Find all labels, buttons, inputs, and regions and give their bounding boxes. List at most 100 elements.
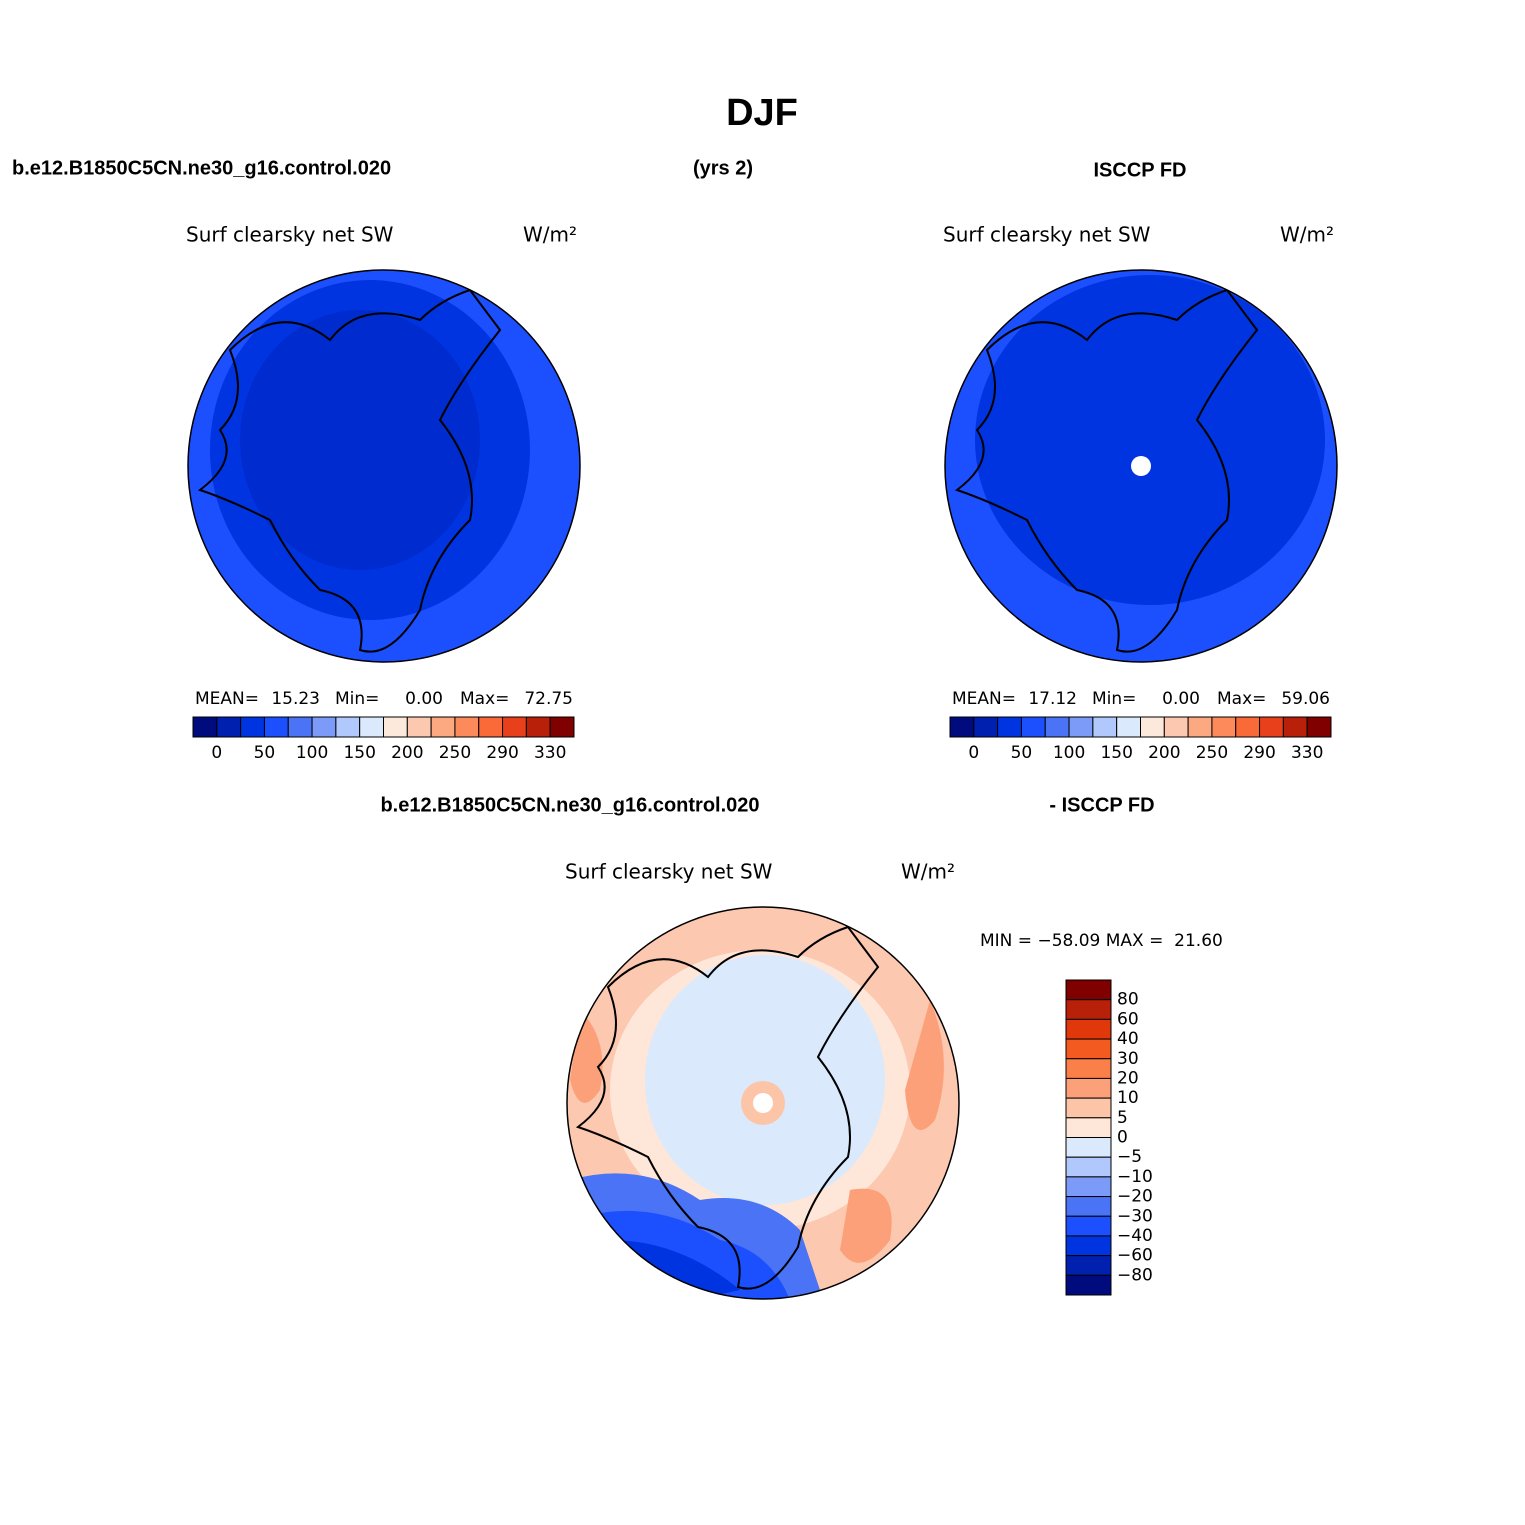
colorbar-label: 80 [1117,990,1139,1010]
map [945,270,1337,662]
colorbar-box [359,716,384,738]
stat-label: Min= [1092,689,1136,709]
colorbar-label: 0 [968,743,979,763]
colorbar-label: 5 [1117,1108,1128,1128]
colorbar-label: −10 [1117,1167,1153,1187]
stat-value: 0.00 [405,689,443,709]
colorbar-label: 30 [1117,1049,1139,1069]
colorbar-label: 40 [1117,1029,1139,1049]
colorbar-box [1065,1274,1112,1296]
colorbar-label: 60 [1117,1009,1139,1029]
title: DJF [726,92,798,134]
colorbar-label: 50 [254,743,276,763]
colorbar-box [454,716,480,738]
colorbar-box [1065,1235,1112,1257]
colorbar-box [1065,1038,1112,1060]
colorbar-box [240,716,265,738]
colorbar-label: 0 [1117,1128,1128,1148]
colorbar-box [192,716,218,738]
stat-label: Min= [335,689,379,709]
colorbar-label: 100 [1053,743,1085,763]
header-left: b.e12.B1850C5CN.ne30_g16.control.020 [12,157,391,179]
colorbar-box [478,716,504,738]
colorbar-box [1116,716,1141,738]
colorbar-label: 100 [296,743,328,763]
colorbar-box [1065,979,1112,1001]
colorbar-label: −30 [1117,1206,1153,1226]
colorbar-box [1282,716,1308,738]
stat-value: 0.00 [1162,689,1200,709]
colorbar-box [1065,1215,1112,1237]
stat-label: Max= [1217,689,1266,709]
colorbar-label: 250 [1196,743,1228,763]
colorbar-box [1065,1058,1112,1079]
colorbar-box [287,716,313,738]
header-right: - ISCCP FD [1049,794,1154,816]
variable: Surf clearsky net SW [943,223,1151,247]
colorbar-label: 10 [1117,1088,1139,1108]
colorbar-label: 330 [534,743,566,763]
colorbar-label: −20 [1117,1187,1153,1207]
map-border [566,906,960,1300]
colorbar-box [1211,716,1237,738]
stats: MIN = −58.09 MAX = 21.60 [980,931,1223,951]
colorbar-box [1020,716,1046,738]
colorbar-box [1065,1077,1112,1099]
colorbar-box [997,716,1022,738]
colorbar-label: 150 [1100,743,1132,763]
map [188,270,580,662]
variable: Surf clearsky net SW [186,223,394,247]
map-border [187,269,581,663]
colorbar-box [1065,1255,1112,1276]
colorbar-box [1306,716,1332,738]
units: W/m² [523,223,577,247]
colorbar-box [335,716,361,738]
variable: Surf clearsky net SW [565,860,773,884]
colorbar-label: 290 [486,743,518,763]
colorbar-label: −60 [1117,1246,1153,1266]
stat-label: MEAN= [952,689,1016,709]
colorbar-box [1259,716,1284,738]
colorbar-label: 150 [343,743,375,763]
colorbar: 0 50 100 150 200 250 290 330 [949,716,1332,763]
colorbar-box [1065,1176,1112,1198]
colorbar-label: −80 [1117,1265,1153,1285]
colorbar-box [383,716,408,738]
stat-value: 59.06 [1281,689,1330,709]
units: W/m² [1280,223,1334,247]
colorbar-label: −5 [1117,1147,1142,1167]
header-right: ISCCP FD [1094,159,1187,181]
colorbar-box [1065,1117,1112,1138]
colorbar-label: −40 [1117,1226,1153,1246]
colorbar-box [525,716,551,738]
colorbar-box [1140,716,1165,738]
colorbar: 0 50 100 150 200 250 290 330 [192,716,575,763]
colorbar-box [311,716,337,738]
colorbar-box [406,716,432,738]
colorbar-label: 200 [391,743,423,763]
map [567,907,959,1299]
header-left: b.e12.B1850C5CN.ne30_g16.control.020 [380,794,759,816]
colorbar-box [502,716,527,738]
colorbar-box [1065,1137,1112,1158]
units: W/m² [901,860,955,884]
colorbar-box [1065,1097,1112,1119]
colorbar-label: 0 [211,743,222,763]
colorbar-label: 20 [1117,1068,1139,1088]
colorbar-label: 250 [439,743,471,763]
colorbar-box [973,716,999,738]
colorbar-box [1065,1156,1112,1178]
stat-value: 17.12 [1028,689,1077,709]
colorbar-box [1187,716,1213,738]
stat-label: Max= [460,689,509,709]
stat-value: 72.75 [524,689,573,709]
colorbar-box [1065,1196,1112,1217]
map-border [944,269,1338,663]
colorbar-box [263,716,289,738]
colorbar-box [430,716,456,738]
colorbar-box [1065,1018,1112,1040]
colorbar-box [1163,716,1189,738]
colorbar-box [949,716,975,738]
